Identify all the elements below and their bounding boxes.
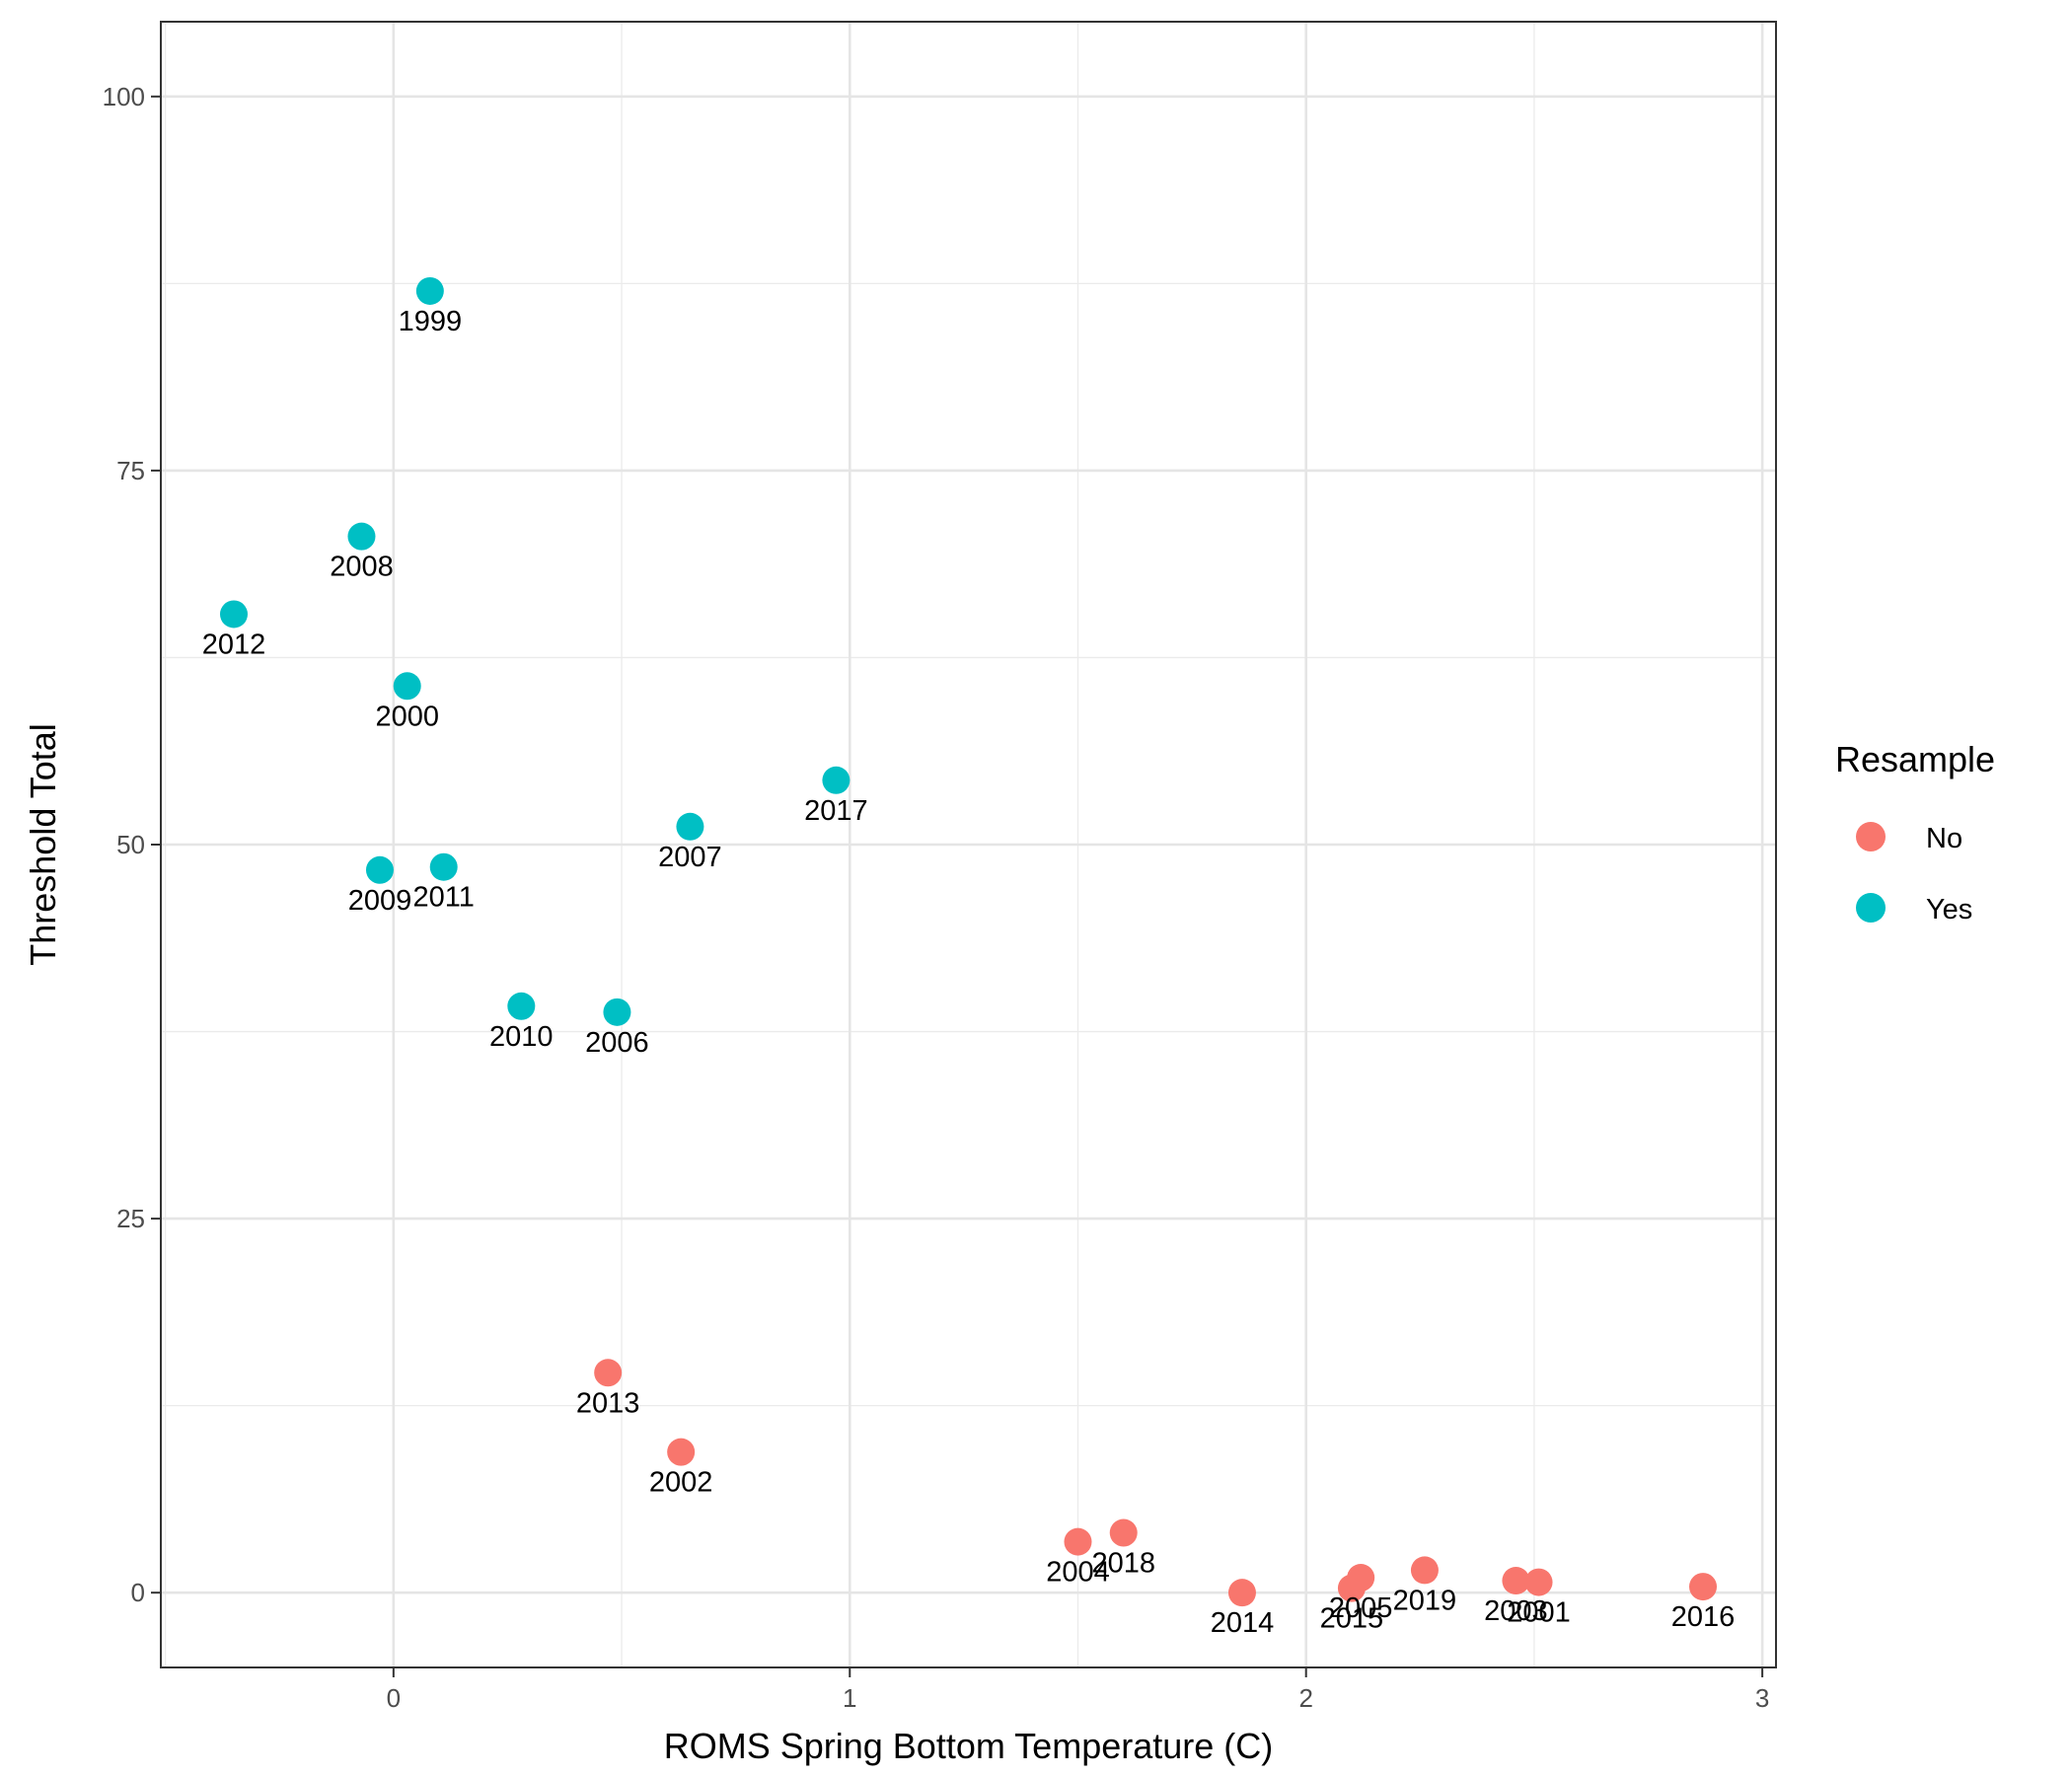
data-point <box>415 276 444 305</box>
data-point <box>347 522 376 551</box>
point-label: 1999 <box>399 306 463 337</box>
x-tick-label: 2 <box>1298 1683 1312 1713</box>
data-point <box>822 766 851 794</box>
data-point <box>1064 1527 1092 1556</box>
data-point <box>676 812 704 841</box>
point-label: 2002 <box>649 1467 713 1499</box>
data-point <box>667 1438 696 1466</box>
point-label: 2000 <box>375 701 439 732</box>
legend-label-no: No <box>1926 823 1962 854</box>
point-label: 2010 <box>489 1021 554 1053</box>
y-tick-label: 25 <box>116 1204 145 1233</box>
x-tick-label: 1 <box>843 1683 856 1713</box>
data-point <box>1347 1564 1375 1592</box>
y-tick-label: 100 <box>103 82 145 111</box>
point-label: 2006 <box>585 1027 649 1059</box>
y-axis-title: Threshold Total <box>23 723 63 965</box>
point-label: 2011 <box>413 882 475 914</box>
point-label: 2005 <box>1329 1592 1393 1624</box>
point-label: 2007 <box>658 842 722 873</box>
y-tick-label: 50 <box>116 830 145 859</box>
plot-panel-border <box>160 21 1777 1668</box>
data-point <box>393 672 421 701</box>
point-label: 2009 <box>348 885 412 917</box>
data-point <box>507 992 536 1020</box>
point-label: 2008 <box>330 552 394 583</box>
legend-title: Resample <box>1835 739 1995 779</box>
data-point <box>1109 1518 1138 1547</box>
point-label: 2016 <box>1671 1601 1736 1633</box>
legend-key-yes <box>1856 893 1886 923</box>
data-point <box>603 998 631 1026</box>
data-point <box>1689 1573 1718 1601</box>
data-point <box>365 855 394 884</box>
legend-key-no <box>1856 822 1886 851</box>
point-label: 2004 <box>1046 1557 1110 1589</box>
point-label: 2014 <box>1211 1607 1275 1639</box>
x-tick-label: 0 <box>387 1683 401 1713</box>
data-point <box>594 1359 623 1387</box>
point-label: 2001 <box>1507 1597 1571 1629</box>
legend: Resample No Yes <box>1835 739 1995 925</box>
x-axis-title: ROMS Spring Bottom Temperature (C) <box>664 1726 1274 1766</box>
data-point <box>219 600 248 629</box>
data-point <box>1410 1556 1439 1585</box>
point-label: 2017 <box>804 795 868 827</box>
axis-ticks: 0 1 2 3 0 25 50 75 100 <box>103 82 1770 1713</box>
data-point <box>1227 1579 1256 1607</box>
point-label: 2012 <box>202 629 266 660</box>
point-label: 2013 <box>576 1387 640 1419</box>
data-point <box>429 852 458 881</box>
point-label: 2018 <box>1091 1548 1155 1580</box>
point-label: 2003 <box>1484 1595 1548 1627</box>
legend-label-yes: Yes <box>1926 894 1972 925</box>
point-label: 2019 <box>1393 1585 1457 1616</box>
x-tick-label: 3 <box>1755 1683 1769 1713</box>
data-point <box>1524 1568 1553 1596</box>
data-points <box>219 276 1718 1607</box>
y-tick-label: 75 <box>116 456 145 485</box>
point-label: 2015 <box>1320 1603 1384 1635</box>
y-tick-label: 0 <box>131 1578 145 1607</box>
data-point <box>1502 1567 1530 1595</box>
